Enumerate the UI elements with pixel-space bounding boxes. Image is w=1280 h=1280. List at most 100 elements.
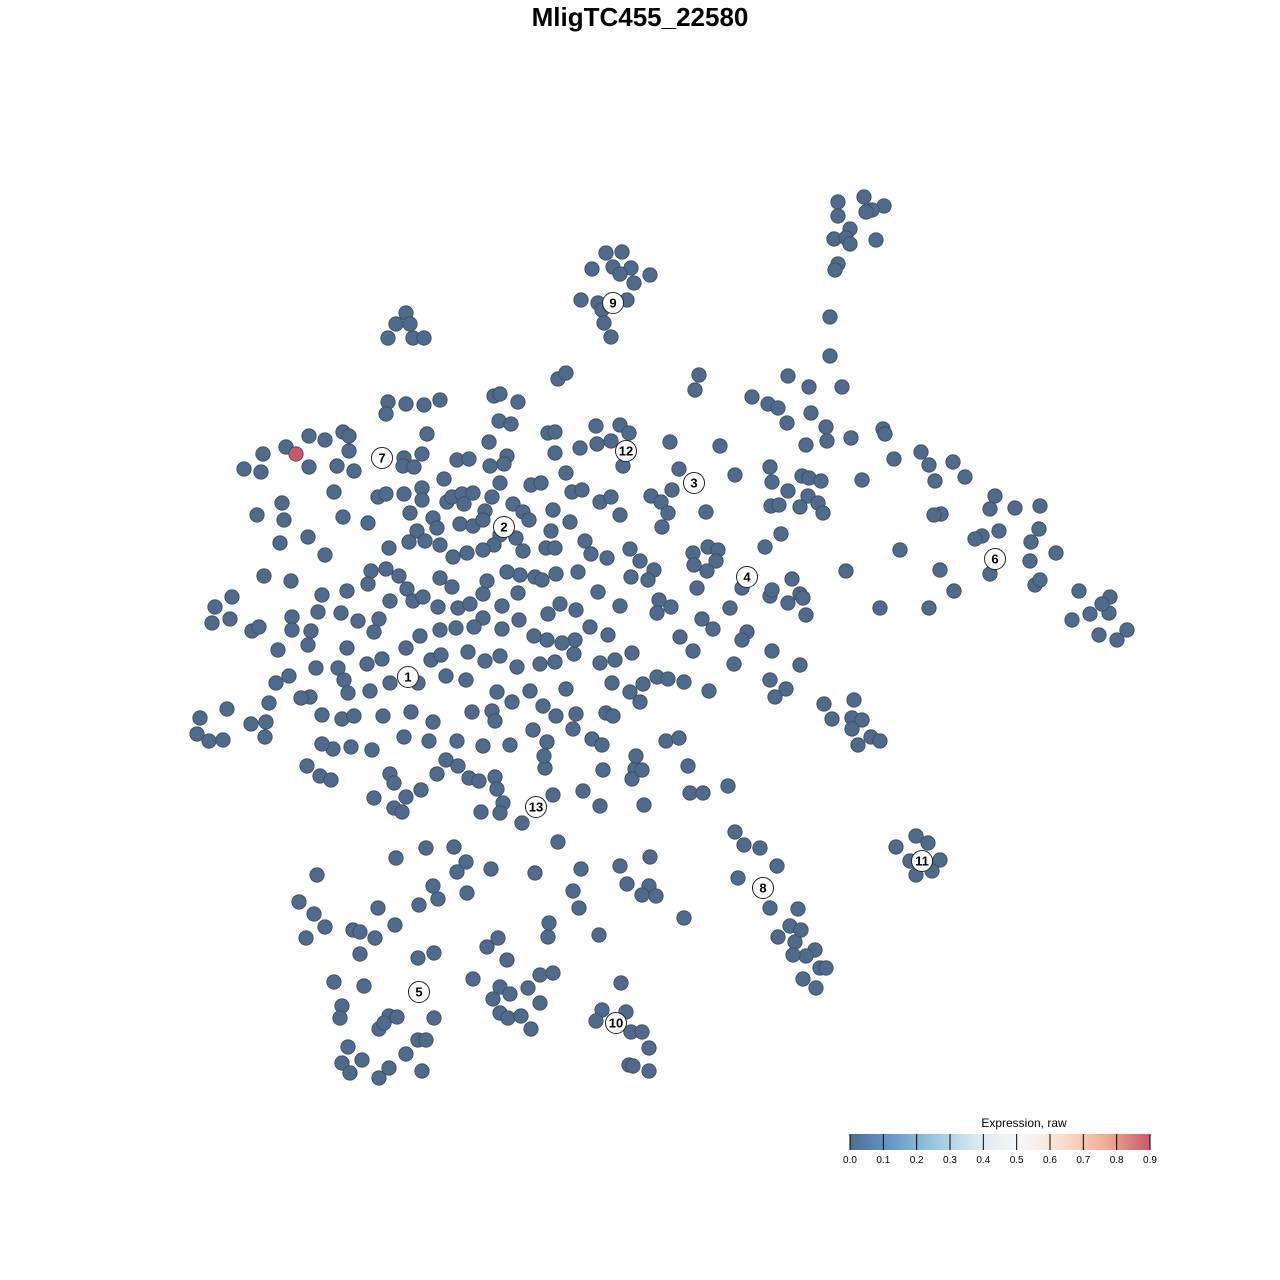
data-point (818, 960, 834, 976)
data-point (366, 790, 382, 806)
data-point (492, 475, 508, 491)
data-point (406, 459, 422, 475)
cluster-label-8: 8 (752, 877, 774, 899)
data-point (664, 482, 680, 498)
data-point (330, 660, 346, 676)
data-point (299, 758, 315, 774)
data-point (813, 473, 829, 489)
cluster-label-3: 3 (683, 472, 705, 494)
data-point (413, 782, 429, 798)
data-point (744, 389, 760, 405)
data-point (391, 568, 407, 584)
data-point (276, 512, 292, 528)
data-point (842, 236, 858, 252)
data-point (712, 438, 728, 454)
cluster-label-10: 10 (605, 1012, 627, 1034)
data-point (333, 605, 349, 621)
legend-tick-label: 0.3 (943, 1155, 957, 1166)
data-point (461, 451, 477, 467)
data-point (444, 579, 460, 595)
data-point (764, 582, 780, 598)
data-point (641, 1063, 657, 1079)
data-point (689, 580, 705, 596)
data-point (824, 711, 840, 727)
data-point (762, 672, 778, 688)
data-point (257, 729, 273, 745)
data-point (877, 426, 893, 442)
cluster-label-badge (752, 877, 774, 899)
data-point (430, 891, 446, 907)
data-point (548, 708, 564, 724)
data-point (394, 804, 410, 820)
cluster-label-2: 2 (493, 516, 515, 538)
data-point (508, 530, 524, 546)
data-point (192, 710, 208, 726)
data-point (888, 839, 904, 855)
data-point (446, 839, 462, 855)
data-point (224, 589, 240, 605)
data-point (1094, 596, 1110, 612)
data-point (592, 655, 608, 671)
data-point (523, 1021, 539, 1037)
data-point (686, 557, 702, 573)
data-point (452, 516, 468, 532)
data-point (412, 628, 428, 644)
data-point (436, 471, 452, 487)
data-point (329, 458, 345, 474)
data-point (314, 587, 330, 603)
data-point (243, 716, 259, 732)
data-point (429, 766, 445, 782)
data-point (465, 485, 481, 501)
data-point (363, 563, 379, 579)
data-point (926, 507, 942, 523)
data-point (503, 416, 519, 432)
data-point (323, 772, 339, 788)
data-point (499, 564, 515, 580)
cluster-label-11: 11 (911, 850, 933, 872)
data-point (803, 405, 819, 421)
data-point (533, 475, 549, 491)
data-point (354, 1052, 370, 1068)
data-point (913, 444, 929, 460)
data-point (449, 864, 465, 880)
cluster-label-text: 8 (759, 881, 766, 896)
data-point (1119, 622, 1135, 638)
data-point (251, 619, 267, 635)
data-point (612, 266, 628, 282)
data-point (622, 541, 638, 557)
data-point (462, 596, 478, 612)
data-point (545, 787, 561, 803)
data-point (921, 600, 937, 616)
data-point (438, 752, 454, 768)
data-point (722, 600, 738, 616)
data-point (641, 1040, 657, 1056)
data-point (1091, 627, 1107, 643)
data-point (535, 698, 551, 714)
data-point (566, 646, 582, 662)
data-point (380, 330, 396, 346)
data-point (730, 870, 746, 886)
data-point (479, 939, 495, 955)
data-point (818, 419, 834, 435)
cluster-label-text: 6 (991, 552, 998, 567)
data-point (589, 436, 605, 452)
data-point (543, 523, 559, 539)
data-point (283, 573, 299, 589)
data-point (600, 627, 616, 643)
data-point (822, 309, 838, 325)
data-point (547, 424, 563, 440)
data-point (532, 967, 548, 983)
data-point (599, 550, 615, 566)
data-point (648, 888, 664, 904)
data-point (654, 519, 670, 535)
data-point (568, 706, 584, 722)
data-point (764, 474, 780, 490)
data-point (603, 489, 619, 505)
data-point (932, 562, 948, 578)
data-point (419, 426, 435, 442)
data-point (808, 980, 824, 996)
legend-tick-label: 0.8 (1110, 1155, 1124, 1166)
data-point (577, 533, 593, 549)
cluster-label-text: 5 (415, 985, 422, 1000)
data-point (500, 1010, 516, 1026)
